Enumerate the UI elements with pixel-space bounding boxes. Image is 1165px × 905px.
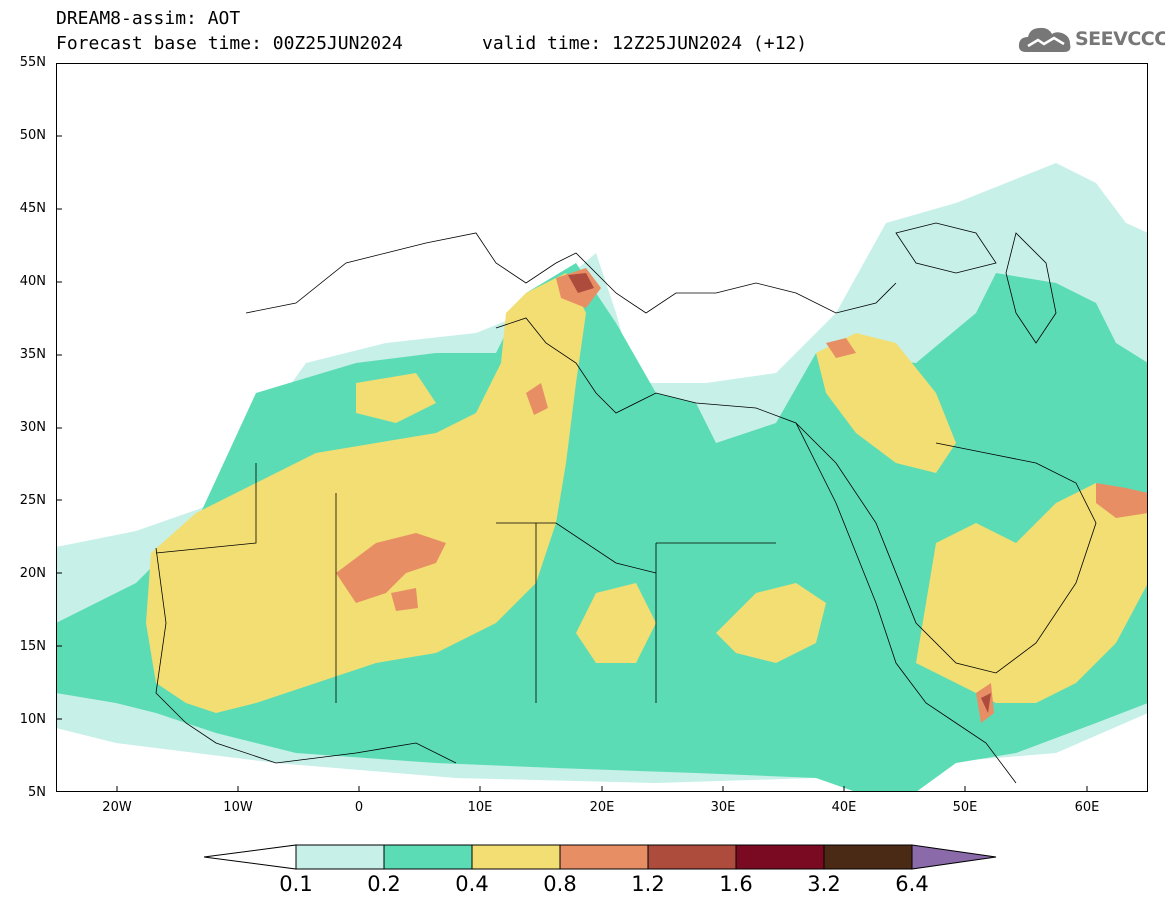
valid-time: valid time: 12Z25JUN2024 (+12) bbox=[482, 33, 808, 54]
caspian-sea bbox=[1005, 232, 1057, 344]
lat-label: 40N bbox=[19, 274, 46, 289]
colorbar-swatch bbox=[295, 844, 385, 870]
colorbar-label: 0.1 bbox=[279, 872, 313, 896]
lat-label: 30N bbox=[19, 420, 46, 435]
lon-label: 0 bbox=[354, 800, 364, 815]
lon-label: 40E bbox=[831, 800, 857, 815]
colorbar-label: 3.2 bbox=[807, 872, 841, 896]
border-lines bbox=[155, 463, 776, 703]
colorbar bbox=[203, 842, 1004, 872]
europe-coast bbox=[245, 232, 897, 314]
colorbar-swatch bbox=[471, 844, 561, 870]
lat-label: 50N bbox=[19, 128, 46, 143]
colorbar-label: 0.8 bbox=[543, 872, 577, 896]
logo-text: SEEVCCC bbox=[1075, 28, 1165, 50]
time-info: Forecast base time: 00Z25JUN2024 valid ti… bbox=[56, 33, 807, 54]
lon-label: 20W bbox=[102, 800, 132, 815]
colorbar-label: 0.2 bbox=[367, 872, 401, 896]
aot-band-1.2 bbox=[568, 273, 594, 293]
colorbar-over-arrow bbox=[911, 844, 997, 870]
lon-label: 60E bbox=[1074, 800, 1100, 815]
lat-label: 55N bbox=[19, 55, 46, 70]
aot-band-0.4 bbox=[146, 273, 586, 713]
colorbar-swatch bbox=[735, 844, 825, 870]
colorbar-under-arrow bbox=[203, 844, 297, 870]
colorbar-label: 0.4 bbox=[455, 872, 489, 896]
lat-label: 45N bbox=[19, 201, 46, 216]
lon-label: 20E bbox=[589, 800, 615, 815]
cloud-icon bbox=[1018, 27, 1071, 52]
colorbar-swatch bbox=[823, 844, 913, 870]
black-sea bbox=[895, 222, 997, 274]
lon-label: 50E bbox=[952, 800, 978, 815]
lat-label: 10N bbox=[19, 712, 46, 727]
aot-map bbox=[56, 63, 1148, 792]
arabia-coast bbox=[795, 422, 1097, 674]
lon-label: 10E bbox=[467, 800, 493, 815]
colorbar-swatch bbox=[647, 844, 737, 870]
lat-label: 15N bbox=[19, 639, 46, 654]
lat-label: 35N bbox=[19, 347, 46, 362]
aot-band-0.8 bbox=[336, 533, 446, 603]
colorbar-label: 1.2 bbox=[631, 872, 665, 896]
lat-label: 25N bbox=[19, 493, 46, 508]
seevccc-logo: SEEVCCC bbox=[1018, 22, 1165, 58]
base-time: Forecast base time: 00Z25JUN2024 bbox=[56, 33, 403, 54]
colorbar-swatch bbox=[559, 844, 649, 870]
colorbar-label: 1.6 bbox=[719, 872, 753, 896]
lat-label: 20N bbox=[19, 566, 46, 581]
colorbar-swatch bbox=[383, 844, 473, 870]
lat-label: 5N bbox=[28, 785, 46, 800]
lon-label: 30E bbox=[710, 800, 736, 815]
lon-label: 10W bbox=[223, 800, 253, 815]
colorbar-label: 6.4 bbox=[895, 872, 929, 896]
map-title: DREAM8-assim: AOT bbox=[56, 8, 241, 29]
